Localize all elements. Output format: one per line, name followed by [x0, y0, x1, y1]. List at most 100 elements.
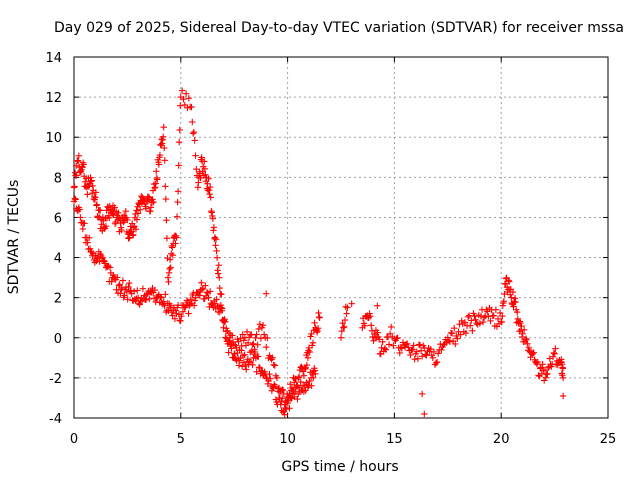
- data-point: [244, 339, 252, 346]
- data-point: [522, 335, 529, 342]
- data-point: [235, 362, 243, 369]
- data-point: [124, 216, 131, 224]
- data-point: [308, 382, 315, 389]
- data-point: [312, 370, 319, 378]
- data-point: [535, 372, 542, 379]
- data-point: [267, 375, 274, 382]
- x-tick-label: 15: [386, 432, 403, 447]
- y-tick-label: -2: [49, 372, 62, 387]
- data-point: [438, 346, 445, 354]
- data-point: [305, 344, 313, 352]
- data-point: [289, 390, 296, 397]
- data-point: [185, 310, 192, 317]
- data-point: [201, 295, 208, 303]
- data-point: [275, 388, 282, 395]
- data-point: [166, 265, 173, 273]
- data-point: [175, 162, 182, 169]
- data-point: [404, 340, 411, 347]
- data-point: [130, 231, 137, 238]
- data-point: [133, 207, 140, 214]
- data-point: [202, 282, 209, 289]
- data-point: [552, 345, 559, 352]
- data-point: [192, 152, 199, 159]
- data-point: [77, 214, 84, 221]
- data-point: [119, 277, 127, 284]
- data-point: [512, 298, 519, 306]
- data-point: [106, 264, 114, 271]
- data-point: [125, 235, 132, 242]
- data-point: [306, 377, 313, 385]
- data-point: [291, 393, 298, 401]
- data-point: [201, 158, 208, 165]
- data-point: [440, 341, 447, 349]
- data-point: [212, 242, 219, 249]
- data-point: [341, 316, 349, 324]
- data-point: [509, 288, 517, 296]
- data-point: [304, 354, 312, 361]
- data-point: [243, 366, 250, 373]
- data-point: [203, 289, 211, 296]
- data-point: [150, 198, 157, 206]
- data-point: [263, 343, 270, 351]
- data-point: [498, 318, 505, 326]
- data-point: [197, 174, 204, 182]
- data-point: [249, 341, 256, 348]
- data-point: [127, 287, 135, 294]
- data-point: [229, 332, 236, 339]
- data-point: [162, 183, 169, 190]
- data-point: [338, 327, 346, 335]
- data-point: [193, 165, 200, 173]
- data-point: [205, 175, 212, 182]
- data-point: [169, 244, 176, 251]
- data-point: [524, 340, 531, 347]
- data-point: [146, 295, 153, 303]
- data-point: [337, 334, 345, 341]
- data-point: [447, 329, 455, 336]
- data-point: [234, 349, 241, 357]
- data-point: [294, 395, 301, 403]
- data-point: [344, 304, 351, 311]
- data-point: [134, 287, 141, 294]
- data-point: [248, 331, 255, 338]
- data-point: [167, 264, 174, 271]
- data-point: [259, 322, 267, 329]
- data-point: [532, 359, 540, 366]
- data-point: [279, 386, 287, 394]
- data-point: [308, 342, 316, 349]
- data-point: [544, 370, 551, 378]
- data-point: [451, 324, 458, 332]
- y-tick-label: 12: [45, 91, 62, 106]
- data-point: [128, 228, 135, 235]
- data-point: [551, 350, 558, 358]
- data-point: [189, 130, 197, 137]
- data-point: [196, 292, 203, 299]
- data-point: [157, 293, 164, 301]
- data-point: [160, 298, 167, 305]
- data-point: [283, 398, 290, 406]
- data-point: [153, 168, 160, 175]
- data-point: [536, 365, 544, 372]
- data-point: [429, 354, 437, 362]
- data-point: [241, 351, 248, 358]
- data-point: [417, 347, 425, 354]
- data-point: [235, 338, 242, 345]
- data-point: [465, 312, 473, 319]
- data-point: [166, 256, 174, 263]
- data-point: [138, 297, 146, 305]
- data-point: [479, 318, 487, 326]
- data-point: [118, 226, 125, 234]
- data-point: [210, 224, 218, 231]
- data-point: [172, 240, 179, 247]
- data-point: [152, 298, 159, 306]
- data-point: [133, 216, 141, 223]
- data-point: [387, 323, 395, 331]
- data-point: [519, 330, 526, 337]
- data-point: [158, 294, 165, 301]
- gridlines: [74, 57, 608, 418]
- data-point: [239, 331, 246, 338]
- data-point: [494, 315, 502, 323]
- data-point: [88, 189, 96, 197]
- data-point: [215, 262, 222, 269]
- data-point: [84, 191, 91, 198]
- data-point: [123, 288, 131, 296]
